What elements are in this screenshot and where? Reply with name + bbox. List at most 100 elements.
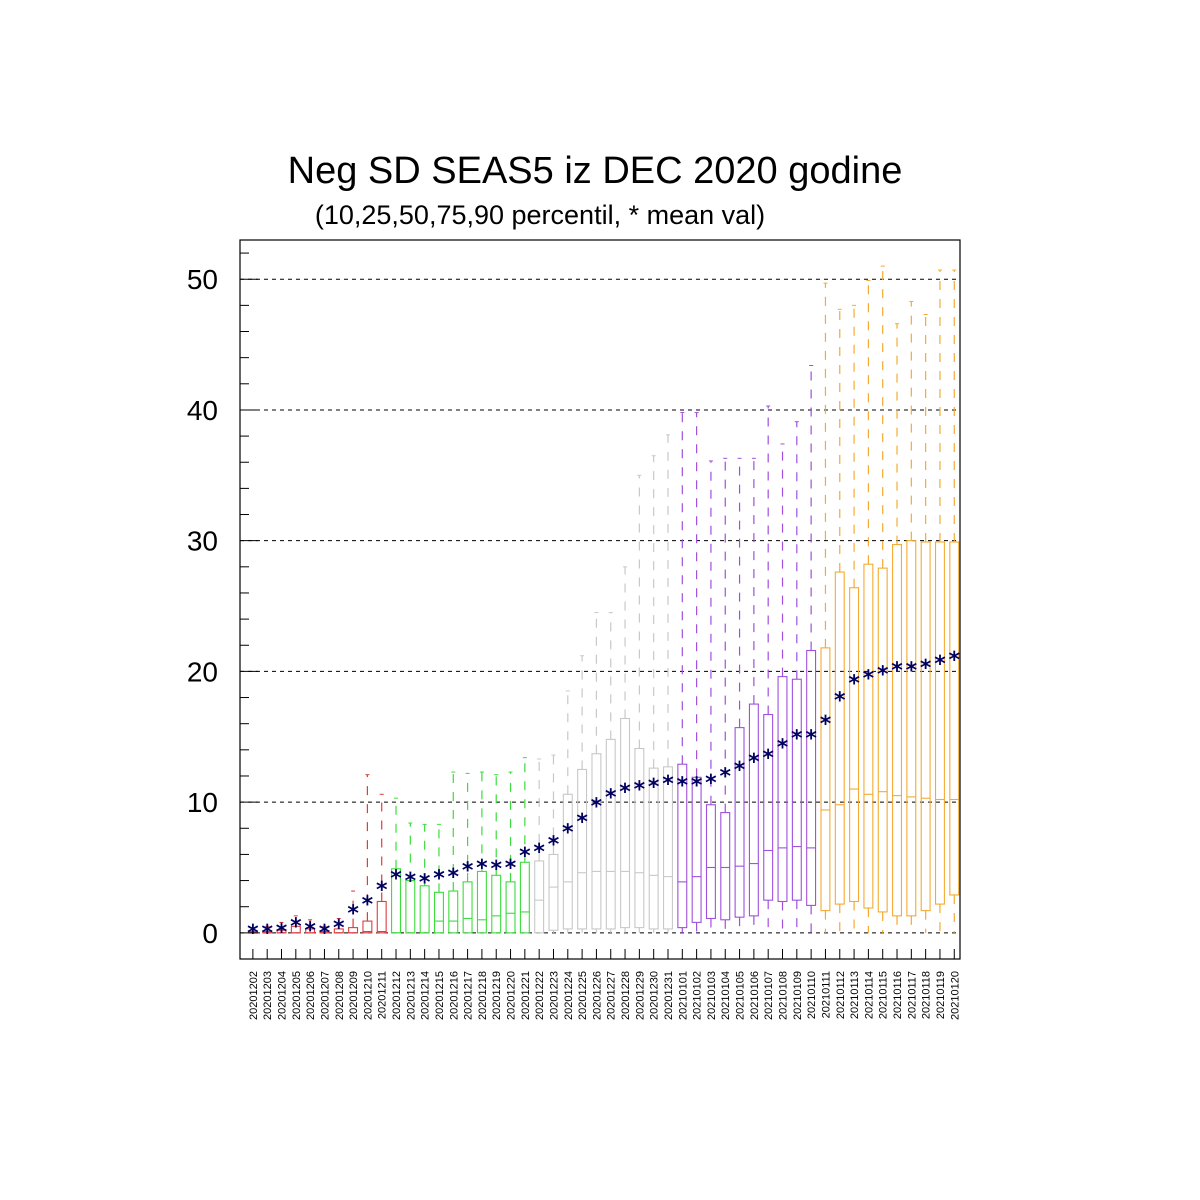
x-tick-label: 20201214 xyxy=(420,971,432,1020)
x-tick-label: 20210114 xyxy=(863,971,875,1019)
box-iqr xyxy=(791,678,802,901)
box-iqr xyxy=(462,881,473,934)
box-20201213 xyxy=(405,822,416,934)
mean-marker: * xyxy=(791,726,803,751)
x-tick-label: 20201220 xyxy=(506,971,518,1020)
x-tick-label: 20201202 xyxy=(248,971,260,1020)
x-tick-label: 20201226 xyxy=(591,971,603,1020)
box-iqr xyxy=(806,649,817,906)
box-20210109 xyxy=(791,421,802,933)
box-20201214 xyxy=(419,823,430,934)
x-tick-label: 20201210 xyxy=(362,971,374,1020)
box-20210102 xyxy=(691,412,702,933)
box-iqr xyxy=(734,727,745,918)
box-20201217 xyxy=(462,772,473,934)
mean-marker: * xyxy=(362,892,374,917)
mean-marker: * xyxy=(748,750,760,775)
box-20210107 xyxy=(763,405,774,933)
mean-marker: * xyxy=(691,774,703,799)
y-tick-label: 10 xyxy=(187,787,218,818)
mean-marker: * xyxy=(920,656,932,681)
box-20201225 xyxy=(577,655,588,933)
x-tick-label: 20201228 xyxy=(620,971,632,1020)
box-20210116 xyxy=(892,323,903,933)
mean-marker: * xyxy=(347,902,359,927)
box-20210114 xyxy=(863,280,874,933)
box-20210113 xyxy=(849,304,860,933)
mean-marker: * xyxy=(949,648,961,673)
box-20210110 xyxy=(806,364,817,933)
box-series xyxy=(247,265,960,934)
box-20201227 xyxy=(605,612,616,933)
mean-marker: * xyxy=(562,821,574,846)
box-20210120 xyxy=(949,269,960,933)
box-20201230 xyxy=(648,455,659,933)
y-tick-label: 40 xyxy=(187,395,218,426)
box-iqr xyxy=(820,647,831,912)
mean-marker: * xyxy=(290,915,302,940)
box-20210112 xyxy=(834,308,845,933)
x-tick-label: 20201221 xyxy=(520,971,532,1020)
box-20210104 xyxy=(720,457,731,933)
x-tick-label: 20210107 xyxy=(763,971,775,1020)
box-iqr xyxy=(677,763,688,929)
mean-marker: * xyxy=(261,921,273,946)
x-tick-label: 20201217 xyxy=(463,971,475,1020)
x-tick-label: 20201223 xyxy=(548,971,560,1020)
box-20210111 xyxy=(820,282,831,933)
mean-marker: * xyxy=(319,921,331,946)
x-tick-label: 20210113 xyxy=(849,971,861,1019)
x-tick-label: 20201215 xyxy=(434,971,446,1020)
mean-marker: * xyxy=(648,775,660,800)
mean-marker: * xyxy=(433,866,445,891)
x-tick-label: 20201213 xyxy=(405,971,417,1020)
mean-marker: * xyxy=(934,652,946,677)
mean-marker: * xyxy=(591,794,603,819)
box-20201231 xyxy=(663,434,673,933)
x-tick-label: 20210111 xyxy=(820,971,832,1018)
box-iqr xyxy=(534,860,545,934)
box-20201216 xyxy=(448,771,459,934)
mean-marker: * xyxy=(677,774,689,799)
box-20201211 xyxy=(376,793,387,934)
box-20201206 xyxy=(305,919,316,934)
x-tick-label: 20201206 xyxy=(305,971,317,1020)
mean-marker: * xyxy=(705,771,717,796)
mean-marker: * xyxy=(863,666,875,691)
box-20201210 xyxy=(362,774,373,934)
box-20210103 xyxy=(705,460,716,933)
box-20201226 xyxy=(591,612,602,933)
x-tick-label: 20201209 xyxy=(348,971,360,1020)
box-iqr xyxy=(376,900,387,934)
box-20210101 xyxy=(677,412,688,933)
box-iqr xyxy=(562,793,573,930)
mean-marker: * xyxy=(576,810,588,835)
box-20201222 xyxy=(534,758,545,934)
box-iqr xyxy=(705,804,716,920)
box-20210117 xyxy=(906,300,917,933)
box-20201205 xyxy=(290,915,301,934)
mean-marker: * xyxy=(906,658,918,683)
x-tick-label: 20210103 xyxy=(706,971,718,1020)
box-iqr xyxy=(505,881,516,934)
box-20201221 xyxy=(519,757,530,934)
x-tick-label: 20201219 xyxy=(491,971,503,1020)
y-tick-label: 30 xyxy=(187,526,218,557)
box-iqr xyxy=(720,812,731,921)
mean-marker: * xyxy=(476,856,488,881)
box-20201224 xyxy=(562,690,573,933)
box-iqr xyxy=(748,703,759,917)
box-iqr xyxy=(906,540,917,917)
y-tick-label: 20 xyxy=(187,656,218,687)
mean-marker: * xyxy=(834,689,846,714)
x-tick-label: 20201212 xyxy=(391,971,403,1020)
box-iqr xyxy=(433,891,444,934)
box-iqr xyxy=(849,587,860,903)
box-iqr xyxy=(519,861,530,934)
mean-marker: * xyxy=(247,921,259,946)
box-20201203 xyxy=(262,925,273,934)
x-tick-label: 20201204 xyxy=(277,971,289,1020)
mean-marker: * xyxy=(605,785,617,810)
x-tick-label: 20201224 xyxy=(563,971,575,1020)
box-iqr xyxy=(892,544,903,917)
